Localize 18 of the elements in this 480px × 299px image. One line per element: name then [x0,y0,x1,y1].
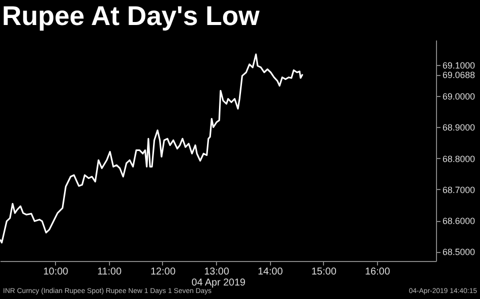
x-tick-label: 10:00 [43,266,69,278]
line-series [0,54,304,244]
y-tick-label: 68.5000 [442,247,476,258]
y-tick-label: 68.8000 [442,154,476,164]
x-tick-label: 16:00 [364,266,390,278]
y-tick-label: 69.0000 [442,92,476,102]
x-axis-title: 04 Apr 2019 [192,278,246,288]
x-tick-label: 14:00 [258,266,284,278]
x-tick-label: 13:00 [204,266,230,278]
y-tick-label: 69.1000 [442,60,476,70]
y-tick-label: 68.7000 [442,184,476,195]
x-tick-label: 15:00 [311,266,337,278]
chart-title: Rupee At Day's Low [2,1,260,31]
x-tick-label: 11:00 [97,266,122,278]
x-tick-label: 12:00 [150,266,176,278]
y-tick-label: 68.6000 [442,216,476,226]
y-tick-label: 69.0688 [442,70,476,80]
y-tick-label: 68.9000 [442,122,476,133]
